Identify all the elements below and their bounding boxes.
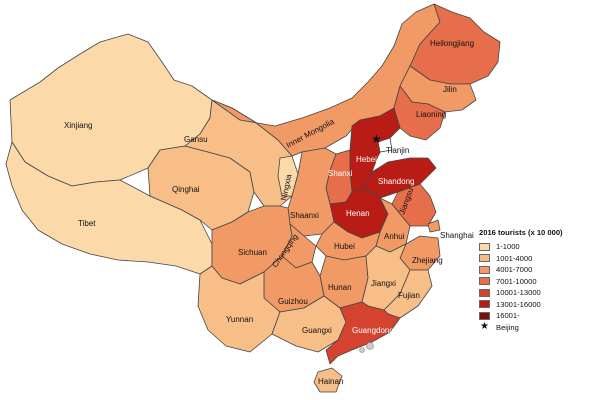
- province-label-guangdong: Guangdong: [352, 326, 394, 335]
- province-label-shanxi: Shanxi: [328, 169, 353, 178]
- legend-item-label: 4001-7000: [496, 265, 533, 275]
- province-label-tibet: Tibet: [78, 219, 96, 228]
- legend-item: 4001-7000: [479, 264, 597, 276]
- province-tianjin: [377, 137, 393, 153]
- legend-swatch: [479, 277, 490, 286]
- province-label-sichuan: Sichuan: [238, 248, 267, 257]
- beijing-star-icon: ★: [371, 132, 382, 146]
- province-heilongjiang: [409, 3, 501, 85]
- legend-item: 13001-16000: [479, 299, 597, 311]
- province-label-xinjiang: Xinjiang: [64, 121, 92, 130]
- province-label-zhejiang: Zhejiang: [412, 256, 443, 265]
- legend-item: 1001-4000: [479, 253, 597, 265]
- province-label-shanghai: Shanghai: [440, 231, 474, 240]
- province-label-shandong: Shandong: [378, 177, 414, 186]
- province-label-fujian: Fujian: [398, 291, 420, 300]
- province-label-hubei: Hubei: [334, 242, 355, 251]
- province-label-heilongjiang: Heilongjiang: [430, 39, 474, 48]
- legend-items: 1-1000 1001-4000 4001-7000 7001-10000 10001-…: [479, 241, 597, 322]
- legend-item-label: 16001-: [496, 311, 520, 321]
- legend-title: 2016 tourists (x 10 000): [479, 228, 563, 237]
- legend-item: 10001-13000: [479, 287, 597, 299]
- province-label-anhui: Anhui: [384, 232, 405, 241]
- province-label-qinghai: Qinghai: [172, 185, 200, 194]
- province-guangdong: [325, 301, 401, 365]
- province-label-liaoning: Liaoning: [416, 110, 446, 119]
- province-hainan: [313, 367, 343, 393]
- province-label-guangxi: Guangxi: [302, 326, 332, 335]
- legend-item-label: 7001-10000: [496, 276, 537, 286]
- province-label-hainan: Hainan: [318, 377, 343, 386]
- province-label-hebei: Hebei: [356, 155, 377, 164]
- islands-layer: [359, 342, 374, 353]
- province-label-tianjin: Tianjin: [386, 146, 409, 155]
- province-label-jiangxi: Jiangxi: [371, 279, 396, 288]
- macau-dot: [359, 347, 365, 353]
- provinces-layer: [5, 3, 501, 393]
- province-label-hunan: Hunan: [328, 283, 352, 292]
- legend-item-label: 13001-16000: [496, 299, 541, 309]
- province-label-guizhou: Guizhou: [278, 297, 308, 306]
- province-label-henan: Henan: [346, 209, 370, 218]
- province-label-shaanxi: Shaanxi: [290, 211, 319, 220]
- legend-swatch: [479, 265, 490, 274]
- legend-item: 1-1000: [479, 241, 597, 253]
- legend-swatch: [479, 242, 490, 251]
- legend-item-label: 1-1000: [496, 242, 520, 252]
- legend-item: 16001-: [479, 310, 597, 322]
- hong-kong-dot: [366, 342, 374, 350]
- legend-swatch: [479, 254, 490, 263]
- province-shandong: [363, 157, 437, 199]
- legend-item-label: 1001-4000: [496, 253, 533, 263]
- star-icon: ★: [480, 321, 489, 333]
- legend-beijing-row: ★ Beijing: [479, 322, 597, 334]
- legend: 2016 tourists (x 10 000) 1-1000 1001-4000…: [479, 228, 597, 333]
- province-label-jilin: Jilin: [443, 85, 457, 94]
- legend-item-label: 10001-13000: [496, 288, 541, 298]
- legend-item: 7001-10000: [479, 276, 597, 288]
- province-label-gansu: Gansu: [184, 135, 208, 144]
- legend-swatch: [479, 311, 490, 320]
- legend-beijing-label: Beijing: [496, 322, 519, 332]
- legend-swatch: [479, 288, 490, 297]
- legend-swatch: [479, 300, 490, 309]
- province-shanghai: [427, 219, 441, 233]
- province-label-yunnan: Yunnan: [226, 315, 253, 324]
